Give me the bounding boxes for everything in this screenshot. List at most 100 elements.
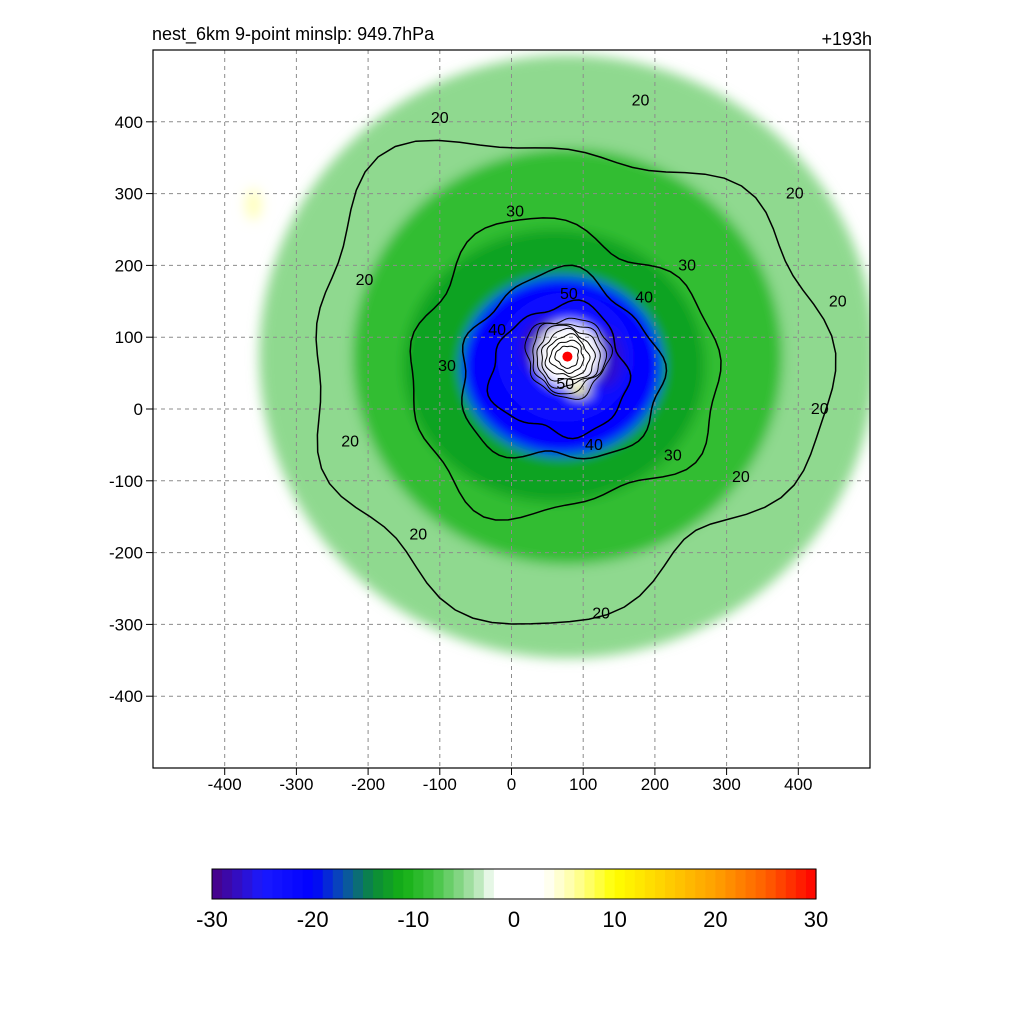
y-axis-ticks: -400 -300 -200 -100 0 100 200 300 400 xyxy=(109,113,153,706)
colorbar-cell xyxy=(644,869,656,899)
contour-30 xyxy=(409,217,722,521)
colorbar-cell xyxy=(312,869,324,899)
y-tick-label: -300 xyxy=(109,615,143,634)
colorbar-cell xyxy=(473,869,485,899)
eye-contour xyxy=(544,333,591,378)
colorbar-cell xyxy=(554,869,565,899)
eye-contour xyxy=(524,317,614,400)
colorbar: -30 -20 -10 0 10 20 30 xyxy=(196,868,828,932)
colorbar-cell xyxy=(685,869,696,899)
colorbar-cell xyxy=(403,869,414,899)
forecast-hour-label: +193h xyxy=(821,29,872,49)
colorbar-cell xyxy=(222,869,233,899)
colorbar-cell xyxy=(443,869,455,899)
colorbar-cell xyxy=(503,869,515,899)
colorbar-cell xyxy=(634,869,646,899)
colorbar-cell xyxy=(584,869,596,899)
colorbar-cell xyxy=(373,869,384,899)
colorbar-cell xyxy=(252,869,263,899)
contour-label: 30 xyxy=(678,257,696,274)
contour-label: 20 xyxy=(409,527,427,544)
contour-label: 20 xyxy=(786,186,804,203)
fill-region-8 xyxy=(568,386,591,397)
colorbar-label: -20 xyxy=(297,907,329,932)
contour-label: 20 xyxy=(592,606,610,623)
plot-area: 20 20 20 20 20 20 20 20 20 20 30 30 30 30 40 40 40 50 50 xyxy=(152,49,871,769)
x-tick-label: 400 xyxy=(784,775,812,794)
x-tick-label: -200 xyxy=(351,775,385,794)
y-tick-label: 200 xyxy=(115,256,143,275)
contour-label: 20 xyxy=(356,272,374,289)
y-tick-label: -200 xyxy=(109,544,143,563)
colorbar-cell xyxy=(352,869,364,899)
colorbar-cell xyxy=(322,869,334,899)
colorbar-cell xyxy=(795,869,807,899)
colorbar-cell xyxy=(765,869,777,899)
colorbar-cell xyxy=(363,869,374,899)
contour-label: 30 xyxy=(438,358,456,375)
colorbar-cell xyxy=(564,869,575,899)
contour-label: 20 xyxy=(632,92,650,109)
contour-label: 50 xyxy=(556,376,574,393)
colorbar-cell xyxy=(624,869,636,899)
contour-label: 20 xyxy=(829,293,847,310)
eye-contour xyxy=(540,327,596,382)
contour-50 xyxy=(486,299,632,440)
x-tick-label: 200 xyxy=(641,775,669,794)
colorbar-cell xyxy=(262,869,273,899)
colorbar-cell xyxy=(654,869,666,899)
colorbar-cell xyxy=(725,869,737,899)
contour-label: 30 xyxy=(664,448,682,465)
colorbar-cell xyxy=(292,869,304,899)
contour-lines xyxy=(315,139,837,625)
colorbar-cell xyxy=(232,869,243,899)
contour-label: 20 xyxy=(341,433,359,450)
colorbar-cell xyxy=(805,869,817,899)
colorbar-frame xyxy=(211,868,817,900)
colorbar-cell xyxy=(665,869,676,899)
y-tick-label: 0 xyxy=(134,400,143,419)
colorbar-cell xyxy=(514,869,525,899)
x-tick-label: 0 xyxy=(507,775,516,794)
y-tick-label: 400 xyxy=(115,113,143,132)
fill-region-9 xyxy=(244,188,262,221)
colorbar-cell xyxy=(604,869,616,899)
colorbar-cell xyxy=(614,869,626,899)
contour-label: 30 xyxy=(506,204,524,221)
colorbar-cell xyxy=(342,869,354,899)
contour-label: 20 xyxy=(732,469,750,486)
colorbar-cell xyxy=(282,869,294,899)
colorbar-cell xyxy=(413,869,424,899)
chart-title: nest_6km 9-point minslp: 949.7hPa xyxy=(152,24,435,45)
contour-label: 50 xyxy=(560,286,578,303)
y-tick-label: 100 xyxy=(115,328,143,347)
y-tick-label: -100 xyxy=(109,472,143,491)
colorbar-label: 0 xyxy=(508,907,520,932)
colorbar-cell xyxy=(393,869,404,899)
colorbar-label: 20 xyxy=(703,907,727,932)
colorbar-cell xyxy=(242,869,253,899)
x-tick-label: -400 xyxy=(208,775,242,794)
colorbar-cell xyxy=(755,869,767,899)
colorbar-cell xyxy=(463,869,475,899)
eye-contour xyxy=(548,339,585,375)
colorbar-cell xyxy=(302,869,314,899)
contour-label: 40 xyxy=(635,290,653,307)
contour-label: 40 xyxy=(488,322,506,339)
contour-label: 20 xyxy=(811,401,829,418)
colorbar-cell xyxy=(423,869,435,899)
eye-contour xyxy=(532,322,608,395)
colorbar-cell xyxy=(272,869,284,899)
colorbar-labels: -30 -20 -10 0 10 20 30 xyxy=(196,907,828,932)
colorbar-cell xyxy=(705,869,716,899)
colorbar-cell xyxy=(212,869,223,899)
colorbar-cell xyxy=(785,869,797,899)
x-tick-label: -100 xyxy=(423,775,457,794)
colorbar-cell xyxy=(453,869,465,899)
contour-labels: 20 20 20 20 20 20 20 20 20 20 30 30 30 30 40 40 40 50 50 xyxy=(341,92,846,622)
colorbar-cell xyxy=(675,869,686,899)
x-tick-label: 100 xyxy=(569,775,597,794)
y-tick-label: -400 xyxy=(109,687,143,706)
colorbar-cells xyxy=(212,869,817,899)
colorbar-cell xyxy=(544,869,555,899)
